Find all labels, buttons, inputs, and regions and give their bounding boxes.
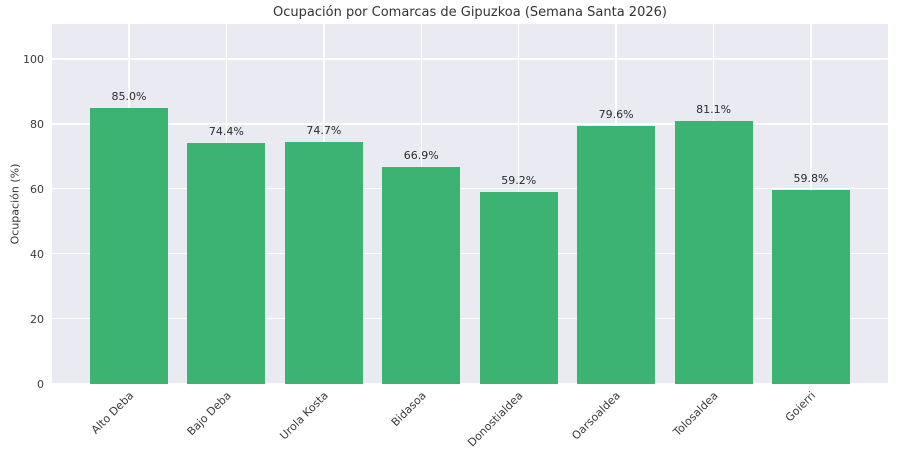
- x-tick-label-goierri: Goierri: [782, 389, 819, 425]
- plot-area: 85.0% 74.4% 74.7% 66.9% 59.2% 79.6% 81.1% 59.8%: [52, 24, 888, 384]
- x-tick-labels: Alto Deba Bajo Deba Urola Kosta Bidasoa Dono…: [52, 386, 888, 450]
- bar-oarsoaldea: [577, 125, 656, 384]
- bar-value-label: 79.6%: [598, 107, 634, 121]
- bar-alto-deba: [90, 108, 168, 384]
- y-tick-labels: 0 20 40 60 80 100: [0, 24, 52, 390]
- y-tick-label: 100: [23, 53, 44, 67]
- bar-value-label: 59.8%: [793, 172, 829, 186]
- y-tick-label: 0: [37, 377, 44, 391]
- bar-value-label: 74.4%: [208, 124, 244, 138]
- y-tick-label: 40: [30, 247, 44, 261]
- x-tick-label-urola-kosta: Urola Kosta: [277, 389, 332, 443]
- y-tick-label: 60: [30, 182, 44, 196]
- gridline-horizontal: [52, 317, 888, 320]
- chart-title: Ocupación por Comarcas de Gipuzkoa (Sema…: [273, 5, 667, 20]
- y-tick-label: 80: [30, 118, 44, 132]
- x-tick-label-alto-deba: Alto Deba: [88, 389, 137, 437]
- bar-donostialdea: [479, 192, 558, 384]
- gridline-horizontal: [52, 187, 888, 190]
- gridline-horizontal: [52, 123, 888, 125]
- gridline-horizontal: [52, 58, 888, 60]
- gridline-horizontal: [52, 252, 888, 255]
- bar-bidasoa: [382, 167, 461, 384]
- y-tick-label: 20: [30, 312, 44, 326]
- bar-urola-kosta: [284, 141, 363, 384]
- gridline-horizontal: [52, 382, 888, 384]
- x-tick-label-oarsoaldea: Oarsoaldea: [569, 389, 624, 443]
- bar-value-label: 74.7%: [306, 123, 342, 137]
- bar-value-label: 59.2%: [501, 174, 537, 188]
- bar-value-label: 85.0%: [111, 90, 147, 104]
- x-tick-label-tolosaldea: Tolosaldea: [670, 389, 721, 439]
- x-tick-label-bajo-deba: Bajo Deba: [184, 389, 234, 439]
- bar-value-label: 66.9%: [403, 149, 439, 163]
- bar-tolosaldea: [674, 120, 753, 384]
- bar-goierri: [772, 190, 850, 384]
- bar-value-label: 81.1%: [696, 102, 732, 116]
- x-tick-label-donostialdea: Donostialdea: [465, 389, 526, 450]
- bar-bajo-deba: [187, 142, 266, 384]
- x-tick-label-bidasoa: Bidasoa: [388, 389, 429, 429]
